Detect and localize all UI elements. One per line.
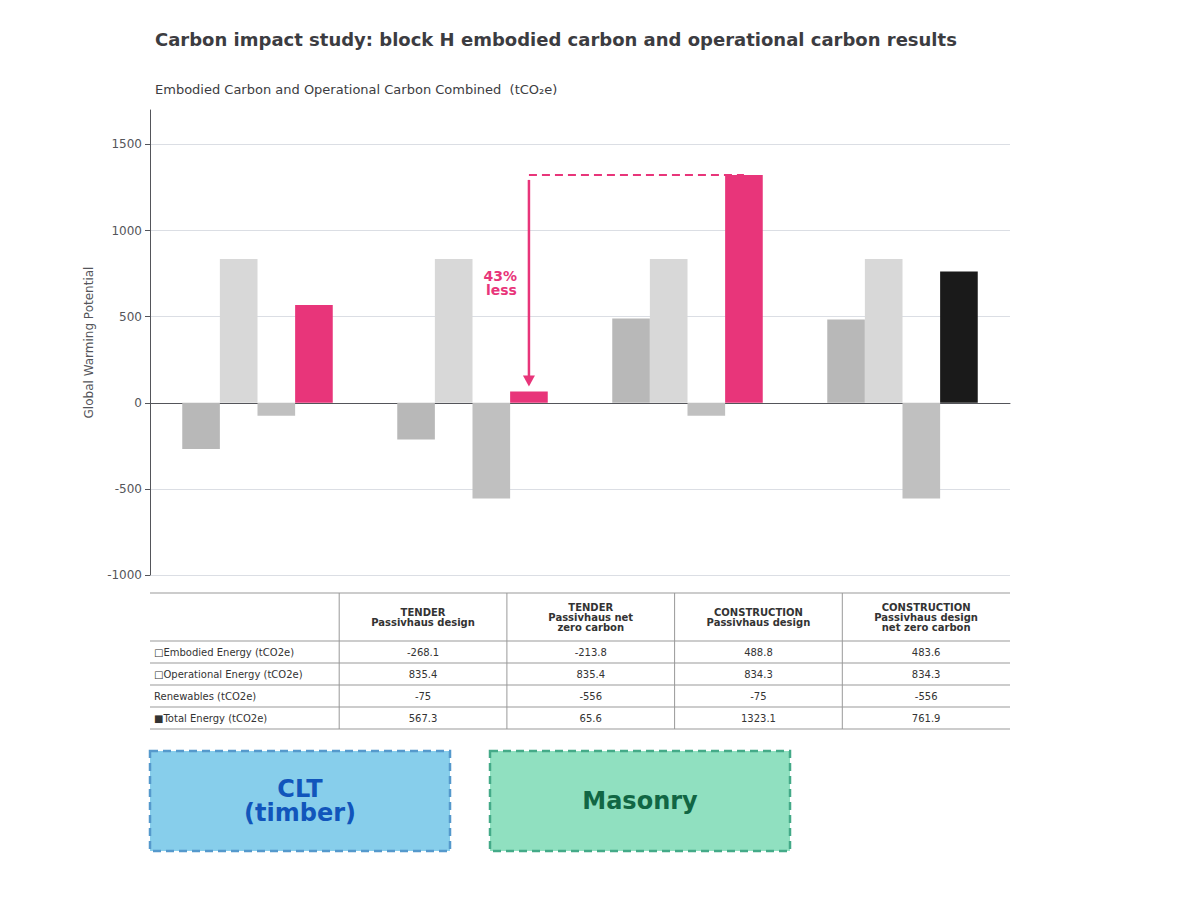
svg-text:567.3: 567.3 xyxy=(409,713,438,724)
svg-text:CONSTRUCTION: CONSTRUCTION xyxy=(881,601,971,613)
svg-text:(timber): (timber) xyxy=(244,799,356,827)
svg-text:43%: 43% xyxy=(483,268,517,285)
svg-text:500: 500 xyxy=(119,310,142,324)
svg-text:TENDER: TENDER xyxy=(400,606,446,618)
svg-text:-1000: -1000 xyxy=(107,568,142,582)
svg-text:Renewables (tCO2e): Renewables (tCO2e) xyxy=(154,691,256,702)
svg-text:835.4: 835.4 xyxy=(409,669,438,680)
svg-text:483.6: 483.6 xyxy=(912,647,941,658)
svg-text:Passivhaus design: Passivhaus design xyxy=(371,617,475,628)
svg-text:834.3: 834.3 xyxy=(912,669,941,680)
svg-text:■Total Energy (tCO2e): ■Total Energy (tCO2e) xyxy=(154,713,267,724)
svg-text:TENDER: TENDER xyxy=(568,601,614,613)
svg-text:1000: 1000 xyxy=(111,224,142,238)
svg-text:Embodied Carbon and Operationa: Embodied Carbon and Operational Carbon C… xyxy=(155,82,557,97)
svg-text:-213.8: -213.8 xyxy=(575,647,607,658)
svg-text:Masonry: Masonry xyxy=(582,787,698,815)
svg-text:1323.1: 1323.1 xyxy=(741,713,776,724)
svg-text:net zero carbon: net zero carbon xyxy=(882,622,971,633)
svg-text:761.9: 761.9 xyxy=(912,713,941,724)
svg-text:-75: -75 xyxy=(415,691,431,702)
svg-text:□Operational Energy (tCO2e): □Operational Energy (tCO2e) xyxy=(154,669,303,680)
svg-text:834.3: 834.3 xyxy=(744,669,773,680)
svg-text:-268.1: -268.1 xyxy=(407,647,439,658)
svg-text:-500: -500 xyxy=(115,482,142,496)
svg-text:-556: -556 xyxy=(579,691,602,702)
svg-text:65.6: 65.6 xyxy=(580,713,602,724)
svg-text:zero carbon: zero carbon xyxy=(557,622,624,633)
svg-text:488.8: 488.8 xyxy=(744,647,773,658)
svg-text:CLT: CLT xyxy=(277,775,323,803)
svg-text:□Embodied Energy (tCO2e): □Embodied Energy (tCO2e) xyxy=(154,647,294,658)
svg-text:1500: 1500 xyxy=(111,137,142,151)
svg-text:CONSTRUCTION: CONSTRUCTION xyxy=(714,606,803,618)
svg-text:Passivhaus net: Passivhaus net xyxy=(548,611,634,623)
svg-text:0: 0 xyxy=(134,396,142,410)
svg-text:-75: -75 xyxy=(750,691,766,702)
svg-text:Passivhaus design: Passivhaus design xyxy=(874,611,978,623)
svg-text:less: less xyxy=(486,282,517,298)
svg-text:835.4: 835.4 xyxy=(576,669,605,680)
svg-text:Global Warming Potential: Global Warming Potential xyxy=(82,267,96,419)
svg-text:Passivhaus design: Passivhaus design xyxy=(707,617,811,628)
svg-text:Carbon impact study: block H e: Carbon impact study: block H embodied ca… xyxy=(155,29,957,50)
svg-text:-556: -556 xyxy=(915,691,938,702)
